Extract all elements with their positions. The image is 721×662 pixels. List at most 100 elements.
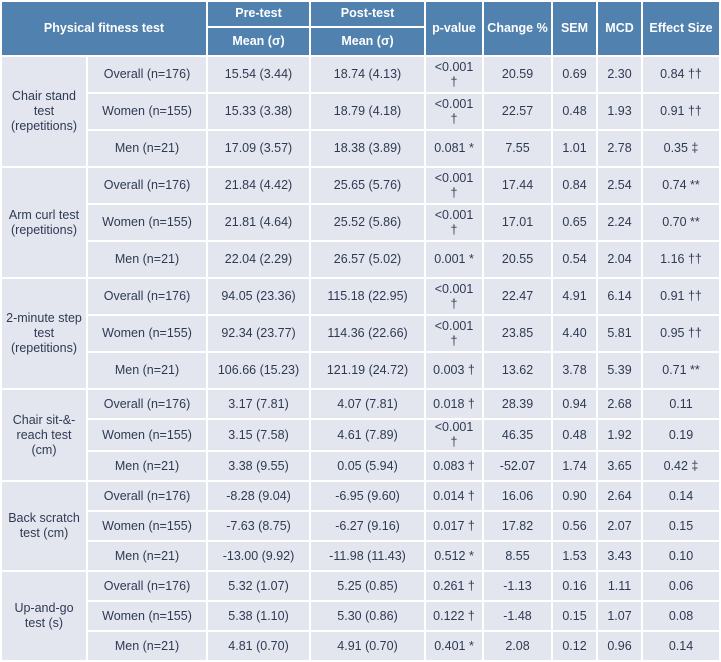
table-row: Up-and-go test (s) Overall (n=176) 5.32 … bbox=[2, 572, 720, 660]
cell-change-pct: 16.06 bbox=[484, 482, 552, 510]
subgroup-label: Overall (n=176) bbox=[88, 57, 207, 92]
cell-sem: 4.40 bbox=[553, 316, 597, 351]
cell-effect-size: 1.16 †† bbox=[643, 242, 720, 277]
cell-mcd: 0.96 bbox=[598, 632, 642, 660]
cell-change-pct: 20.59 bbox=[484, 57, 552, 92]
cell-sem: 0.16 bbox=[553, 572, 597, 600]
cell-p-value: 0.512 * bbox=[426, 542, 483, 570]
cell-mcd: 2.07 bbox=[598, 512, 642, 540]
group-label: Arm curl test (repetitions) bbox=[2, 168, 86, 277]
cell-sem: 4.91 bbox=[553, 279, 597, 314]
cell-sem: 0.69 bbox=[553, 57, 597, 92]
group-label: Up-and-go test (s) bbox=[2, 572, 86, 660]
cell-p-value: 0.001 * bbox=[426, 242, 483, 277]
cell-mcd: 1.11 bbox=[598, 572, 642, 600]
cell-pre-test: 94.05 (23.36) bbox=[208, 279, 310, 314]
cell-effect-size: 0.14 bbox=[643, 632, 720, 660]
cell-post-test: 5.25 (0.85) bbox=[311, 572, 425, 600]
cell-change-pct: -1.13 bbox=[484, 572, 552, 600]
cell-change-pct: 20.55 bbox=[484, 242, 552, 277]
subgroup-label: Men (n=21) bbox=[88, 131, 207, 166]
cell-change-pct: 17.44 bbox=[484, 168, 552, 203]
cell-post-test: 114.36 (22.66) bbox=[311, 316, 425, 351]
cell-post-test: 25.52 (5.86) bbox=[311, 205, 425, 240]
cell-p-value: 0.017 † bbox=[426, 512, 483, 540]
subgroup-label: Women (n=155) bbox=[88, 420, 207, 450]
header-change-pct: Change % bbox=[484, 2, 552, 55]
table-body: Chair stand test (repetitions) Overall (… bbox=[2, 57, 720, 660]
cell-sem: 0.48 bbox=[553, 420, 597, 450]
cell-p-value: 0.081 * bbox=[426, 131, 483, 166]
table-row: Men (n=21) 3.38 (9.55) 0.05 (5.94) 0.083… bbox=[2, 452, 720, 480]
cell-pre-test: -7.63 (8.75) bbox=[208, 512, 310, 540]
cell-p-value: <0.001 † bbox=[426, 316, 483, 351]
subgroup-label: Women (n=155) bbox=[88, 205, 207, 240]
cell-effect-size: 0.06 bbox=[643, 572, 720, 600]
group-label: Chair stand test (repetitions) bbox=[2, 57, 86, 166]
cell-mcd: 2.04 bbox=[598, 242, 642, 277]
table-row: Men (n=21) -13.00 (9.92) -11.98 (11.43) … bbox=[2, 542, 720, 570]
table-row: Chair sit-&-reach test (cm) Overall (n=1… bbox=[2, 390, 720, 480]
cell-effect-size: 0.95 †† bbox=[643, 316, 720, 351]
cell-effect-size: 0.10 bbox=[643, 542, 720, 570]
cell-change-pct: 23.85 bbox=[484, 316, 552, 351]
cell-change-pct: 8.55 bbox=[484, 542, 552, 570]
cell-pre-test: 15.54 (3.44) bbox=[208, 57, 310, 92]
cell-p-value: <0.001 † bbox=[426, 94, 483, 129]
cell-change-pct: -1.48 bbox=[484, 602, 552, 630]
header-pre-mean-sigma: Mean (σ) bbox=[208, 28, 310, 55]
cell-effect-size: 0.11 bbox=[643, 390, 720, 418]
cell-p-value: 0.122 † bbox=[426, 602, 483, 630]
cell-pre-test: 5.38 (1.10) bbox=[208, 602, 310, 630]
cell-pre-test: 3.38 (9.55) bbox=[208, 452, 310, 480]
cell-sem: 0.65 bbox=[553, 205, 597, 240]
cell-mcd: 1.07 bbox=[598, 602, 642, 630]
header-post-mean-sigma: Mean (σ) bbox=[311, 28, 425, 55]
cell-effect-size: 0.15 bbox=[643, 512, 720, 540]
cell-effect-size: 0.08 bbox=[643, 602, 720, 630]
cell-pre-test: 21.84 (4.42) bbox=[208, 168, 310, 203]
cell-pre-test: 4.81 (0.70) bbox=[208, 632, 310, 660]
cell-sem: 0.94 bbox=[553, 390, 597, 418]
cell-sem: 0.90 bbox=[553, 482, 597, 510]
cell-mcd: 2.68 bbox=[598, 390, 642, 418]
cell-mcd: 2.24 bbox=[598, 205, 642, 240]
table-row: Arm curl test (repetitions) Overall (n=1… bbox=[2, 168, 720, 277]
cell-change-pct: 13.62 bbox=[484, 353, 552, 388]
cell-sem: 0.54 bbox=[553, 242, 597, 277]
cell-sem: 1.53 bbox=[553, 542, 597, 570]
cell-post-test: -6.95 (9.60) bbox=[311, 482, 425, 510]
cell-pre-test: -8.28 (9.04) bbox=[208, 482, 310, 510]
subgroup-label: Overall (n=176) bbox=[88, 482, 207, 510]
table-row: Men (n=21) 22.04 (2.29) 26.57 (5.02) 0.0… bbox=[2, 242, 720, 277]
cell-mcd: 1.92 bbox=[598, 420, 642, 450]
cell-change-pct: 22.57 bbox=[484, 94, 552, 129]
cell-effect-size: 0.91 †† bbox=[643, 279, 720, 314]
table-row: Women (n=155) 92.34 (23.77) 114.36 (22.6… bbox=[2, 316, 720, 351]
cell-p-value: <0.001 † bbox=[426, 168, 483, 203]
cell-pre-test: 15.33 (3.38) bbox=[208, 94, 310, 129]
table-row: Women (n=155) -7.63 (8.75) -6.27 (9.16) … bbox=[2, 512, 720, 540]
header-post-test: Post-test bbox=[311, 2, 425, 26]
table-row: Chair stand test (repetitions) Overall (… bbox=[2, 57, 720, 166]
table-row: Back scratch test (cm) Overall (n=176) -… bbox=[2, 482, 720, 570]
cell-sem: 0.56 bbox=[553, 512, 597, 540]
cell-p-value: 0.401 * bbox=[426, 632, 483, 660]
group-label: 2-minute step test (repetitions) bbox=[2, 279, 86, 388]
cell-post-test: 4.07 (7.81) bbox=[311, 390, 425, 418]
cell-mcd: 1.93 bbox=[598, 94, 642, 129]
subgroup-label: Overall (n=176) bbox=[88, 572, 207, 600]
subgroup-label: Women (n=155) bbox=[88, 94, 207, 129]
cell-pre-test: 22.04 (2.29) bbox=[208, 242, 310, 277]
cell-effect-size: 0.42 ‡ bbox=[643, 452, 720, 480]
subgroup-label: Men (n=21) bbox=[88, 542, 207, 570]
subgroup-label: Men (n=21) bbox=[88, 353, 207, 388]
header-mcd: MCD bbox=[598, 2, 642, 55]
cell-post-test: 5.30 (0.86) bbox=[311, 602, 425, 630]
cell-pre-test: 17.09 (3.57) bbox=[208, 131, 310, 166]
header-row-2: Mean (σ) Mean (σ) bbox=[2, 28, 719, 55]
group-label: Back scratch test (cm) bbox=[2, 482, 86, 570]
subgroup-label: Women (n=155) bbox=[88, 316, 207, 351]
